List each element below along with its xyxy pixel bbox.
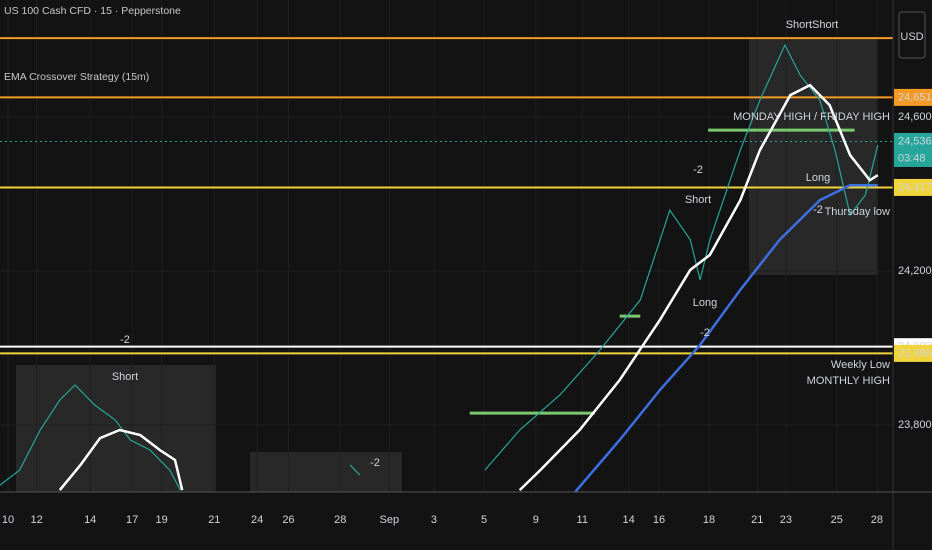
price-badge bbox=[894, 344, 932, 362]
annotation: Thursday low bbox=[825, 206, 890, 218]
range-box bbox=[250, 452, 402, 492]
x-tick-label: 28 bbox=[871, 514, 883, 526]
currency[interactable]: USD bbox=[900, 31, 923, 43]
symbol-title: US 100 Cash CFD · 15 · Pepperstone bbox=[4, 5, 181, 17]
x-tick-label: 9 bbox=[533, 514, 539, 526]
range-box bbox=[16, 365, 216, 492]
annotation: -2 bbox=[813, 204, 823, 216]
x-tick-label: 11 bbox=[577, 514, 588, 526]
annotation: ShortShort bbox=[786, 19, 839, 31]
price-badge-label: 23,986.0 bbox=[898, 347, 932, 359]
indicator-title: EMA Crossover Strategy (15m) bbox=[4, 71, 149, 83]
annotation: Weekly Low bbox=[831, 359, 890, 371]
price-badge bbox=[894, 178, 932, 196]
x-tick-label: 14 bbox=[84, 514, 96, 526]
x-tick-label: 21 bbox=[751, 514, 763, 526]
annotation: -2 bbox=[120, 334, 130, 346]
currency-button[interactable] bbox=[898, 11, 926, 59]
x-tick-label: 25 bbox=[831, 514, 843, 526]
countdown: 03:48 bbox=[898, 152, 926, 164]
x-tick-label: 12 bbox=[30, 514, 42, 526]
annotation: Long bbox=[693, 297, 717, 309]
series-line bbox=[574, 183, 878, 493]
x-tick-label: 23 bbox=[780, 514, 792, 526]
y-tick-label: 24,600.0 bbox=[898, 111, 932, 123]
price-badge-label: 24,536.5 bbox=[898, 135, 932, 147]
price-badge bbox=[894, 88, 932, 106]
x-tick-label: 19 bbox=[156, 514, 168, 526]
annotation: Short bbox=[685, 194, 711, 206]
annotation: -2 bbox=[693, 164, 703, 176]
price-badge bbox=[894, 132, 932, 167]
annotation: MONTHLY HIGH bbox=[807, 375, 890, 387]
x-tick-label: 5 bbox=[481, 514, 487, 526]
plot: -2 Short -2 -2 Short Long -2 ShortShort Long -2 MO… bbox=[0, 19, 893, 493]
x-tick-label: 28 bbox=[334, 514, 346, 526]
annotation: -2 bbox=[700, 327, 710, 339]
x-tick-label: 24 bbox=[251, 514, 263, 526]
price-badge-label: 24,417.1 bbox=[898, 181, 932, 193]
x-tick-label: 16 bbox=[653, 514, 665, 526]
price-badge-label: 24,651.0 bbox=[898, 91, 932, 103]
axes: 10 12 14 17 19 21 24 26 28 Sep 3 5 9 11 14 16 18 21 23 25 28… bbox=[2, 88, 932, 526]
annotation: MONDAY HIGH / FRIDAY HIGH bbox=[733, 111, 890, 123]
x-tick-label: 14 bbox=[623, 514, 635, 526]
x-tick-label: 26 bbox=[282, 514, 294, 526]
annotation: -2 bbox=[370, 457, 380, 469]
x-tick-label: 21 bbox=[208, 514, 220, 526]
series-line bbox=[58, 83, 879, 491]
series-line bbox=[0, 43, 879, 491]
y-tick-label: 23,800.0 bbox=[898, 419, 932, 431]
grid bbox=[0, 0, 893, 492]
annotation: Long bbox=[806, 172, 830, 184]
x-tick-label: Sep bbox=[380, 514, 400, 526]
x-tick-label: 10 bbox=[2, 514, 14, 526]
x-tick-label: 3 bbox=[431, 514, 437, 526]
annotation: Short bbox=[112, 371, 138, 383]
x-tick-label: 17 bbox=[126, 514, 138, 526]
x-tick-label: 18 bbox=[703, 514, 715, 526]
y-tick-label: 24,200.0 bbox=[898, 265, 932, 277]
range-box bbox=[749, 38, 878, 275]
